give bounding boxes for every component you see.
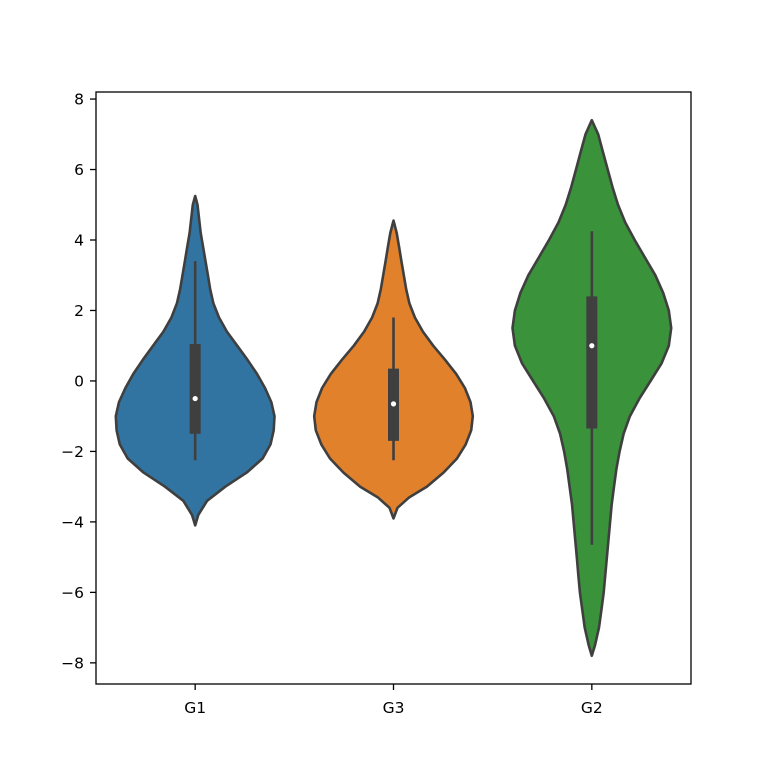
y-tick-label: 2 [74, 302, 84, 320]
y-tick-label: 6 [74, 161, 84, 179]
median-dot-g3 [390, 401, 397, 407]
iqr-box-g1 [189, 343, 201, 434]
y-tick-label: −4 [61, 513, 84, 531]
x-tick-label-g2: G2 [581, 699, 603, 717]
y-tick-label: −6 [61, 584, 84, 602]
median-dot-g1 [192, 395, 198, 402]
y-tick-label: 4 [74, 232, 84, 250]
x-axis: G1 G3 G2 [184, 684, 603, 717]
y-tick-label: −8 [61, 654, 84, 672]
x-tick-label-g3: G3 [383, 699, 405, 717]
y-tick-label: 0 [74, 372, 84, 390]
iqr-box-g2 [586, 296, 598, 429]
x-tick-label-g1: G1 [184, 699, 206, 717]
y-tick-label: −2 [61, 443, 84, 461]
median-dot-g2 [589, 343, 595, 349]
violins-group [114, 118, 673, 658]
y-axis: −8 −6 −4 −2 0 2 4 6 8 [61, 91, 96, 672]
y-tick-label: 8 [74, 91, 84, 109]
